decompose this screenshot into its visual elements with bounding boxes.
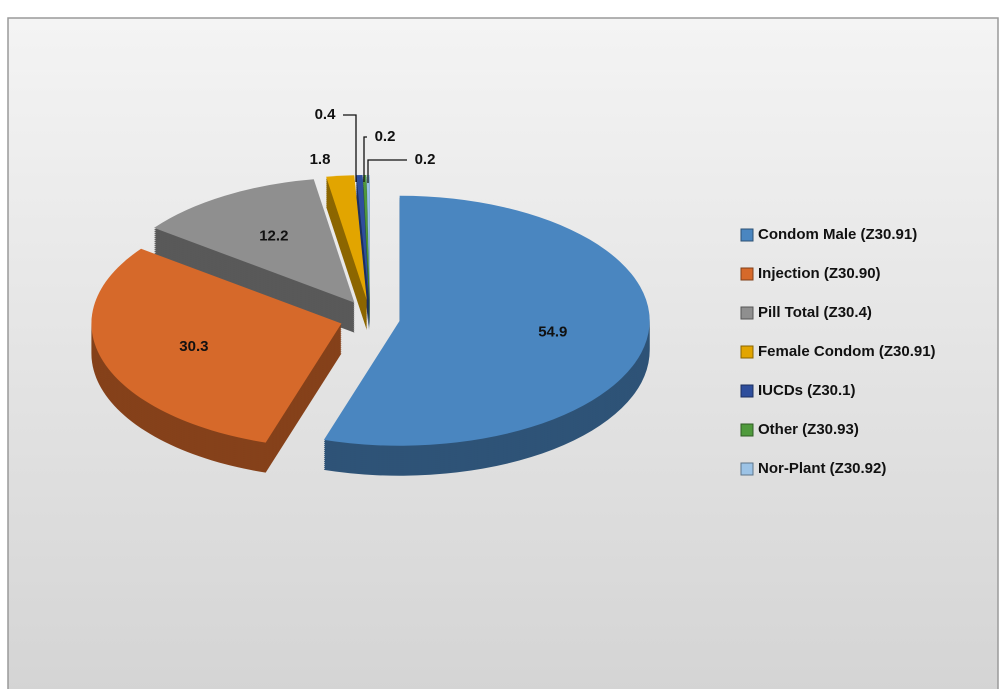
slice xyxy=(326,175,367,301)
legend-swatch xyxy=(740,228,754,242)
data-label: 54.9 xyxy=(538,324,567,341)
slice xyxy=(154,179,355,303)
legend-label: Condom Male (Z30.91) xyxy=(758,226,917,243)
data-label: 0.2 xyxy=(375,128,396,145)
data-label: 12.2 xyxy=(259,227,288,244)
slice-side xyxy=(363,177,370,303)
leader-line xyxy=(363,136,367,182)
leader-line xyxy=(367,159,407,183)
legend-label: Pill Total (Z30.4) xyxy=(758,304,872,321)
legend-label: Other (Z30.93) xyxy=(758,421,859,438)
slice-side xyxy=(363,181,370,307)
slice xyxy=(323,195,650,446)
legend-swatch xyxy=(740,423,754,437)
legend-swatch xyxy=(740,462,754,476)
slice-side xyxy=(356,181,369,307)
leader-line xyxy=(343,114,357,182)
slice xyxy=(91,248,342,443)
legend-label: IUCDs (Z30.1) xyxy=(758,382,856,399)
data-label: 1.8 xyxy=(310,151,331,168)
slice-side xyxy=(356,191,369,317)
slice-side xyxy=(363,179,370,305)
legend-label: Injection (Z30.90) xyxy=(758,265,881,282)
slice-side xyxy=(356,195,369,321)
legend-swatch xyxy=(740,267,754,281)
legend-swatch xyxy=(740,384,754,398)
slice-side xyxy=(363,185,370,311)
slice-side xyxy=(363,183,370,309)
slice-side xyxy=(356,189,369,315)
slice-side xyxy=(356,183,369,309)
data-label: 30.3 xyxy=(179,338,208,355)
legend-label: Nor-Plant (Z30.92) xyxy=(758,460,886,477)
slice-side xyxy=(356,193,369,319)
legend-swatch xyxy=(740,306,754,320)
slice-side xyxy=(356,185,369,311)
slice xyxy=(363,175,370,301)
data-label: 0.2 xyxy=(415,151,436,168)
slice-side xyxy=(356,187,369,313)
legend-swatch xyxy=(740,345,754,359)
slice-side xyxy=(356,177,369,303)
slice xyxy=(356,175,369,301)
slice-side xyxy=(356,179,369,305)
legend-label: Female Condom (Z30.91) xyxy=(758,343,936,360)
data-label: 0.4 xyxy=(315,106,337,123)
slice xyxy=(366,175,370,301)
